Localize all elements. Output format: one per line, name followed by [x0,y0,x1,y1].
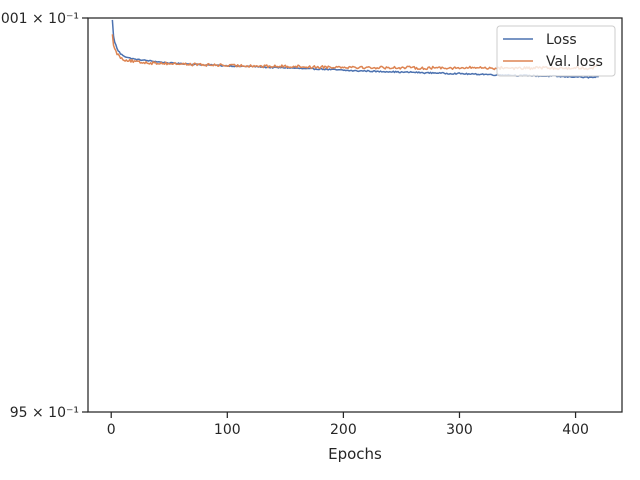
y-tick-label: 001 × 10⁻¹ [1,11,79,27]
legend: Loss Val. loss [496,25,616,77]
x-tick-label: 200 [330,422,357,438]
legend-entry-label: Loss [546,32,577,48]
y-tick-label: 95 × 10⁻¹ [10,405,79,421]
y-axis: 001 × 10⁻¹ 95 × 10⁻¹ [1,11,88,421]
x-axis-label: Epochs [328,445,382,463]
x-tick-label: 400 [562,422,589,438]
x-tick-label: 0 [107,422,116,438]
x-tick-label: 300 [446,422,473,438]
legend-entry-label: Val. loss [546,54,603,70]
x-tick-label: 100 [214,422,241,438]
axes-frame [87,17,623,413]
x-axis: 0 100 200 300 400 [107,412,589,438]
